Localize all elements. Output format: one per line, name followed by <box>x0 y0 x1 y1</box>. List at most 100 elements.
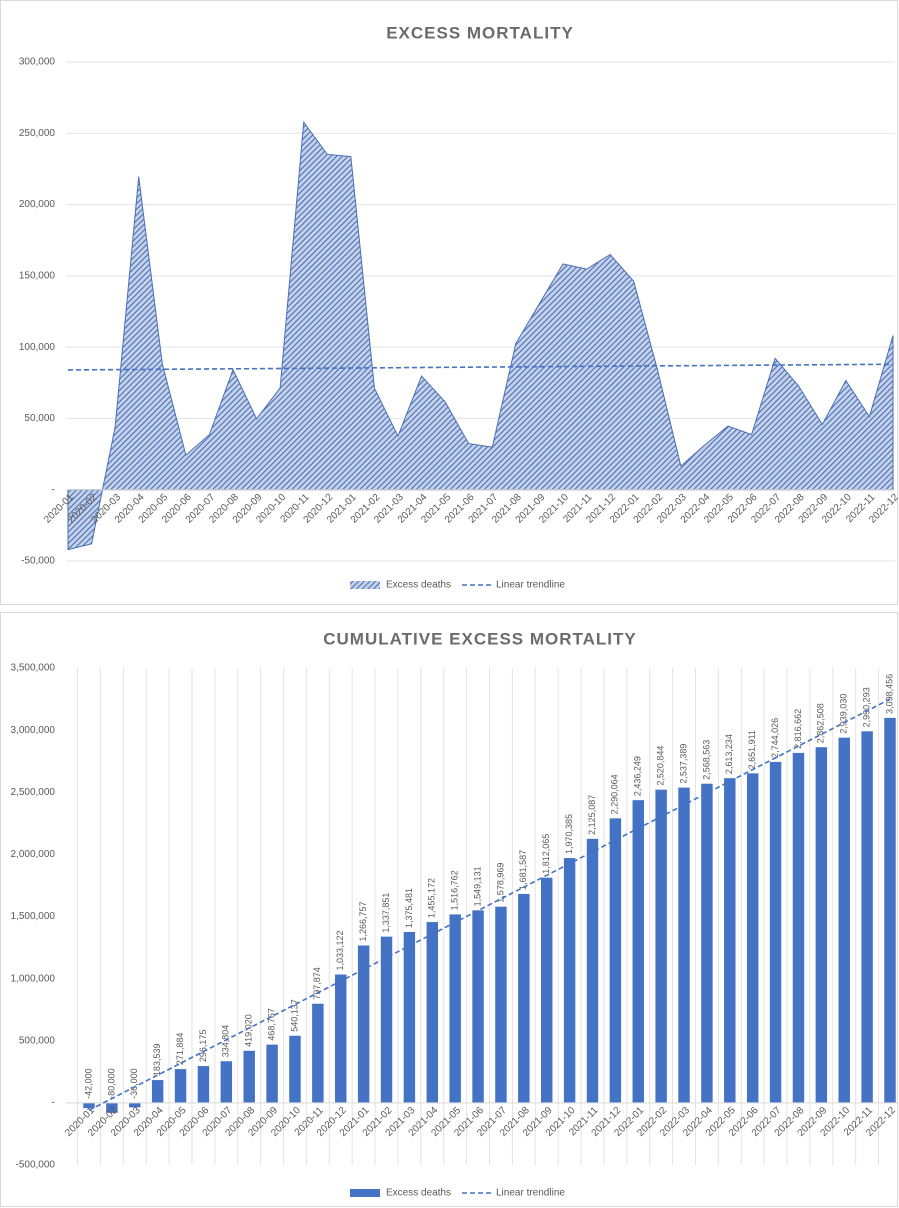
y-tick-label: -500,000 <box>16 1160 56 1171</box>
data-label: 2,537,389 <box>678 744 688 784</box>
bar <box>838 737 850 1103</box>
bar <box>220 1061 233 1103</box>
bar <box>769 761 782 1103</box>
data-label: 2,613,234 <box>724 734 734 774</box>
trendline <box>67 363 894 371</box>
bar <box>655 789 667 1103</box>
data-label: 1,337,851 <box>381 893 391 933</box>
y-tick-label: 1,500,000 <box>11 911 56 922</box>
data-label: 2,862,508 <box>816 703 826 743</box>
bar <box>83 1102 95 1109</box>
bar <box>174 1069 187 1103</box>
data-label: 1,455,172 <box>427 878 437 918</box>
data-label: 419,020 <box>244 1014 254 1047</box>
data-label: 2,125,087 <box>587 795 597 835</box>
bar <box>792 752 805 1103</box>
bar <box>151 1080 164 1103</box>
data-label: 183,539 <box>152 1044 162 1077</box>
bar <box>335 974 347 1103</box>
bar <box>815 747 828 1103</box>
y-tick-label: - <box>52 1098 55 1109</box>
bar <box>632 800 644 1103</box>
bar <box>449 914 461 1103</box>
data-label: 2,744,026 <box>770 718 780 758</box>
data-label: -80,000 <box>106 1068 116 1099</box>
data-label: 296,175 <box>198 1030 208 1063</box>
bar <box>106 1102 118 1113</box>
data-label: 2,520,844 <box>656 746 666 786</box>
bar <box>540 877 553 1103</box>
y-tick-label: 50,000 <box>24 413 55 424</box>
bar <box>266 1044 278 1103</box>
bar <box>724 778 736 1103</box>
y-tick-label: 3,000,000 <box>11 725 56 736</box>
data-label: 1,033,122 <box>335 930 345 970</box>
bar <box>884 717 896 1103</box>
y-tick-label: 300,000 <box>19 57 56 68</box>
legend-swatch <box>350 581 380 589</box>
data-label: 2,939,030 <box>839 694 849 734</box>
bar <box>586 838 599 1103</box>
data-label: -36,000 <box>129 1068 139 1099</box>
data-label: 1,375,481 <box>404 888 414 928</box>
data-label: 2,651,911 <box>747 730 757 769</box>
bar <box>518 893 530 1103</box>
bar <box>197 1066 210 1103</box>
bar <box>380 936 393 1103</box>
bar <box>289 1035 301 1103</box>
y-tick-label: - <box>52 484 55 495</box>
bar <box>129 1102 141 1108</box>
y-tick-label: 1,000,000 <box>11 973 56 984</box>
bar <box>243 1050 255 1103</box>
data-label: 1,812,065 <box>541 834 551 874</box>
y-tick-label: 2,000,000 <box>11 849 56 860</box>
data-label: 2,816,662 <box>793 709 803 749</box>
data-label: 3,098,456 <box>884 674 894 714</box>
bar <box>678 787 690 1103</box>
y-tick-label: 200,000 <box>19 199 56 210</box>
bar <box>609 818 622 1103</box>
data-label: -42,000 <box>83 1068 93 1099</box>
data-label: 797,874 <box>312 967 322 1000</box>
bar <box>312 1003 324 1103</box>
y-tick-label: 150,000 <box>19 270 56 281</box>
bar <box>746 773 759 1103</box>
y-tick-label: -50,000 <box>21 556 55 567</box>
legend-swatch <box>350 1189 380 1197</box>
y-tick-label: 250,000 <box>19 128 56 139</box>
bar <box>426 922 439 1103</box>
bar <box>563 858 576 1103</box>
data-label: 468,767 <box>266 1008 276 1041</box>
area <box>67 120 894 551</box>
y-tick-label: 500,000 <box>19 1035 56 1046</box>
trendline <box>88 698 891 1112</box>
bar <box>495 906 507 1103</box>
chart-title: CUMULATIVE EXCESS MORTALITY <box>323 629 637 648</box>
data-label: 1,681,587 <box>518 850 528 890</box>
y-tick-label: 3,500,000 <box>11 663 56 674</box>
legend-label: Excess deaths <box>386 1188 451 1199</box>
bar <box>403 931 416 1103</box>
legend-label: Linear trendline <box>496 1188 565 1199</box>
legend-label: Excess deaths <box>386 580 451 591</box>
data-label: 2,290,064 <box>610 774 620 814</box>
bar <box>701 783 713 1103</box>
data-label: 2,436,249 <box>633 756 643 796</box>
data-label: 1,970,385 <box>564 814 574 854</box>
data-label: 2,568,563 <box>701 740 711 780</box>
data-label: 1,578,969 <box>495 863 505 903</box>
bar <box>861 731 873 1103</box>
y-tick-label: 100,000 <box>19 342 56 353</box>
data-label: 1,549,131 <box>472 866 482 906</box>
bar <box>357 945 370 1103</box>
data-label: 1,266,757 <box>358 901 368 941</box>
data-label: 271,884 <box>175 1033 185 1066</box>
data-label: 1,516,762 <box>450 870 460 910</box>
y-tick-label: 2,500,000 <box>11 787 56 798</box>
bar <box>472 910 484 1103</box>
legend-label: Linear trendline <box>496 580 565 591</box>
data-label: 540,137 <box>289 999 299 1032</box>
data-label: 2,990,293 <box>861 687 871 727</box>
chart-title: EXCESS MORTALITY <box>386 23 574 42</box>
